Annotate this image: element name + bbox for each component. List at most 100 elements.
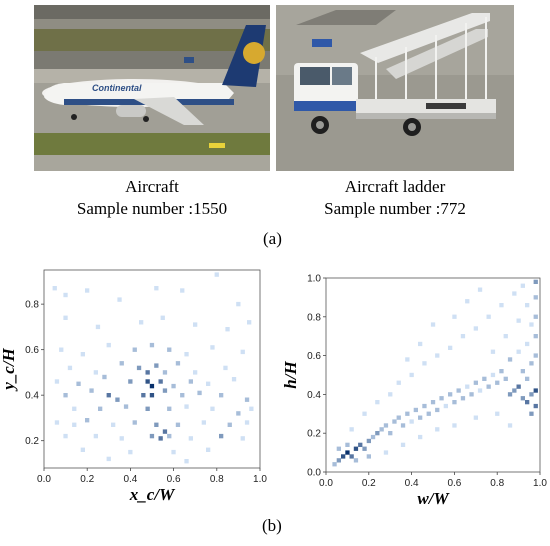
- heatmap-cell: [477, 287, 483, 292]
- heatmap-cell: [123, 404, 129, 409]
- x-tick-label: 0.4: [123, 474, 137, 485]
- heatmap-cell: [452, 423, 457, 428]
- heatmap-cell: [184, 352, 189, 357]
- aircraft-caption: Aircraft Sample number :1550: [34, 176, 270, 220]
- heatmap-cell: [460, 396, 466, 401]
- heatmap-cell: [533, 295, 538, 300]
- heatmap-cell: [175, 361, 181, 366]
- heatmap-cell: [167, 433, 172, 439]
- heatmap-cell: [132, 347, 137, 352]
- heatmap-cell: [409, 372, 414, 378]
- heatmap-cell: [460, 334, 466, 339]
- heatmap-cell: [418, 415, 423, 420]
- heatmap-cell: [214, 272, 219, 277]
- heatmap-cell: [149, 342, 155, 348]
- heatmap-cell: [512, 388, 517, 393]
- aircraft-ladder-caption: Aircraft ladder Sample number :772: [276, 176, 514, 220]
- heatmap-cell: [345, 442, 350, 447]
- heatmap-cell: [54, 379, 60, 384]
- heatmap-cell: [353, 458, 359, 463]
- heatmap-cell: [525, 400, 530, 405]
- heatmap-cell: [102, 374, 107, 380]
- heatmap-cell: [486, 384, 491, 389]
- heatmap-cell: [469, 392, 474, 397]
- heatmap-cell: [244, 420, 250, 425]
- heatmap-cell: [145, 379, 150, 384]
- heatmap-cell: [503, 334, 508, 339]
- heatmap-cell: [439, 396, 444, 401]
- plot-frame: [325, 277, 541, 473]
- heatmap-cell: [210, 345, 215, 350]
- heatmap-cell: [80, 352, 85, 357]
- heatmap-cell: [63, 393, 68, 398]
- heatmap-cell: [520, 396, 525, 401]
- heatmap-cell: [525, 303, 530, 308]
- heatmap-cell: [482, 376, 487, 381]
- heatmap-cell: [473, 380, 478, 385]
- heatmap-cell: [533, 403, 538, 409]
- x-tick-label: 0.4: [405, 478, 419, 489]
- heatmap-cell: [349, 454, 354, 459]
- heatmap-cell: [353, 446, 359, 451]
- heatmap-cell: [349, 427, 354, 432]
- heatmap-cell: [171, 383, 176, 389]
- heatmap-cell: [490, 372, 496, 378]
- heatmap-cell: [72, 406, 77, 411]
- heatmap-cell: [499, 369, 504, 374]
- heatmap-cell: [89, 388, 94, 393]
- heatmap-cell: [67, 365, 73, 371]
- heatmap-cell: [115, 397, 120, 402]
- heatmap-cell: [529, 411, 534, 416]
- heatmap-cell: [141, 393, 146, 398]
- heatmap-cell: [495, 411, 500, 416]
- heatmap-cell: [145, 370, 150, 375]
- heatmap-cell: [435, 353, 440, 358]
- aircraft-photo: Continental: [34, 5, 270, 171]
- heatmap-cell: [244, 397, 250, 402]
- heatmap-cell: [422, 361, 427, 366]
- heatmap-cell: [154, 422, 159, 427]
- heatmap-cell: [392, 419, 397, 424]
- panel-a-label-text: (a): [263, 229, 282, 248]
- heatmap-cell: [145, 406, 150, 411]
- heatmap-cell: [154, 363, 159, 368]
- heatmap-cell: [149, 383, 155, 389]
- heatmap-cell: [154, 286, 159, 291]
- heatmap-cell: [219, 393, 224, 398]
- heatmap-cell: [375, 431, 380, 436]
- heatmap-cell: [149, 393, 155, 398]
- aircraft-ladder-photo: [276, 5, 514, 171]
- heatmap-cell: [516, 318, 521, 323]
- continental-logo-text: Continental: [92, 83, 142, 93]
- heatmap-cell: [223, 365, 228, 371]
- heatmap-cell: [422, 403, 427, 409]
- heatmap-cell: [336, 446, 341, 451]
- heatmap-cell: [358, 442, 363, 447]
- heatmap-cell: [225, 327, 230, 332]
- heatmap-cell: [188, 379, 193, 384]
- heatmap-cell: [149, 433, 155, 439]
- heatmap-cell: [362, 411, 367, 416]
- heatmap-cell: [400, 423, 406, 428]
- heatmap-cell: [366, 454, 371, 459]
- y-tick-label: 0.2: [25, 436, 39, 447]
- heatmap-cell: [400, 442, 406, 447]
- heatmap-cell: [383, 450, 389, 455]
- heatmap-cell: [486, 314, 491, 319]
- heatmap-cell: [193, 322, 198, 327]
- heatmap-cell: [93, 370, 98, 375]
- heatmap-cell: [370, 434, 376, 440]
- heatmap-cell: [375, 400, 380, 405]
- plot-frame: [43, 269, 261, 469]
- heatmap-cell: [336, 458, 341, 463]
- heatmap-cell: [158, 436, 163, 441]
- heatmap-cell: [435, 427, 440, 432]
- x-tick-label: 0.0: [37, 474, 51, 485]
- heatmap-cell: [76, 381, 81, 386]
- heatmap-cell: [180, 393, 185, 398]
- heatmap-cell: [426, 411, 431, 416]
- heatmap-cell: [175, 422, 181, 427]
- y-tick-label: 0.8: [25, 300, 39, 311]
- heatmap-cell: [520, 369, 525, 374]
- heatmap-cell: [247, 320, 252, 325]
